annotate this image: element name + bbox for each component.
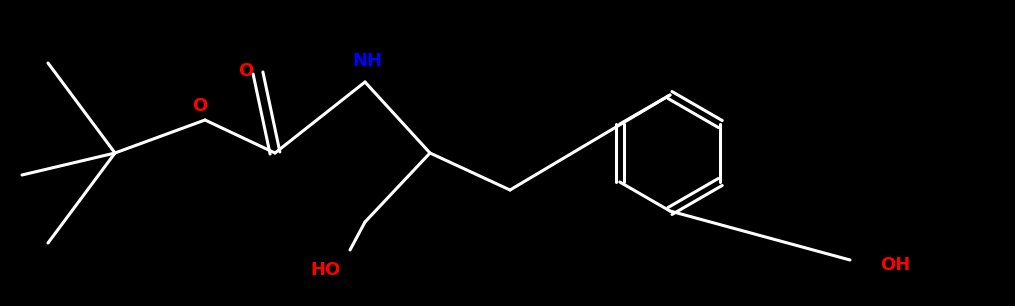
Text: HO: HO [310,261,340,279]
Text: NH: NH [352,52,382,70]
Text: OH: OH [880,256,910,274]
Text: O: O [239,62,254,80]
Text: O: O [193,97,208,115]
